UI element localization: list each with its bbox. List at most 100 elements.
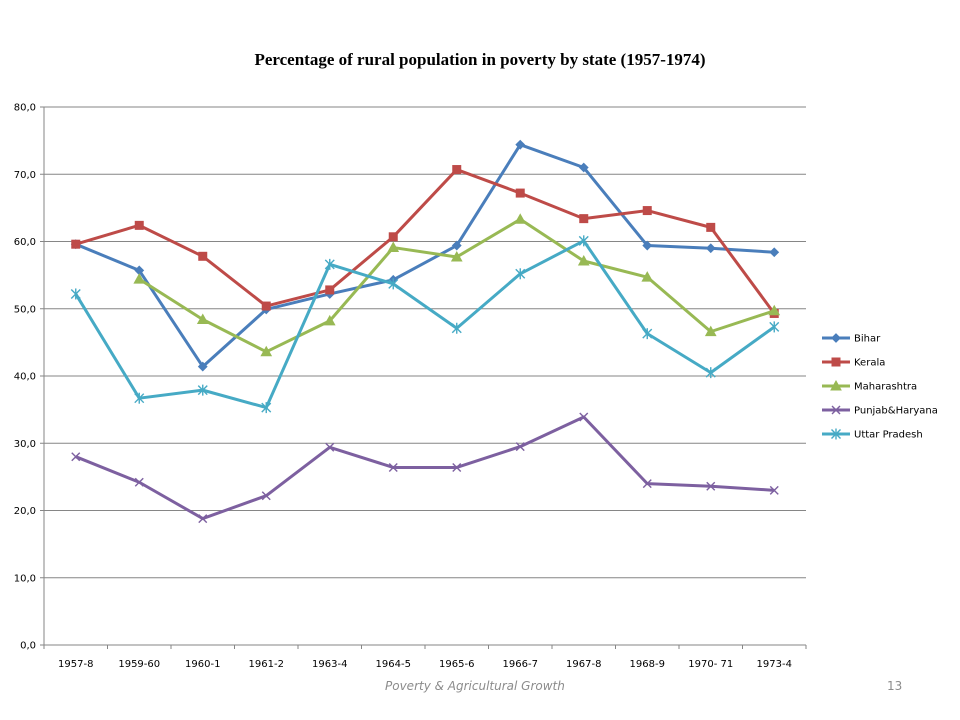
data-point-punjab-haryana <box>515 442 525 452</box>
x-tick-label: 1965-6 <box>439 659 474 670</box>
x-tick-label: 1966-7 <box>503 659 538 670</box>
series-bihar <box>70 139 780 372</box>
data-point-uttar-pradesh <box>642 328 653 340</box>
y-tick-label: 40,0 <box>14 372 36 383</box>
legend-item-uttar-pradesh: Uttar Pradesh <box>822 428 923 441</box>
x-tick-label: 1970- 71 <box>688 659 733 670</box>
data-point-uttar-pradesh <box>70 288 81 300</box>
data-point-maharashtra <box>196 313 209 325</box>
data-point-uttar-pradesh <box>388 278 399 290</box>
data-point-maharashtra <box>577 254 590 266</box>
legend-item-maharashtra: Maharashtra <box>822 379 917 393</box>
y-tick-label: 80,0 <box>14 103 36 114</box>
data-point-uttar-pradesh <box>197 384 208 396</box>
data-point-kerala <box>325 285 335 295</box>
data-point-bihar <box>769 247 780 258</box>
legend-label: Uttar Pradesh <box>854 430 923 441</box>
data-point-bihar <box>705 243 716 254</box>
data-point-maharashtra <box>450 250 463 262</box>
data-point-punjab-haryana <box>388 462 398 472</box>
data-point-punjab-haryana <box>134 477 144 487</box>
axis-layer: 0,0 10,0 20,0 30,0 40,0 50,0 60,0 70,0 80,0 1957-… <box>14 103 807 670</box>
data-point-maharashtra <box>387 241 400 253</box>
data-point-kerala <box>388 232 398 242</box>
data-point-uttar-pradesh <box>134 392 145 404</box>
series-line-uttar-pradesh <box>74 239 776 410</box>
y-tick-label: 10,0 <box>14 573 36 584</box>
data-point-uttar-pradesh <box>515 268 526 280</box>
data-point-punjab-haryana <box>71 452 81 462</box>
data-point-kerala <box>261 301 271 311</box>
legend-item-bihar: Bihar <box>822 333 881 345</box>
data-point-kerala <box>579 214 589 224</box>
data-point-uttar-pradesh <box>769 321 780 333</box>
chart-title: Percentage of rural population in povert… <box>254 50 706 69</box>
grid-layer <box>44 106 806 646</box>
series-layer <box>70 139 781 524</box>
legend-marker <box>831 357 841 367</box>
legend-marker <box>830 379 842 391</box>
x-tick-label: 1960-1 <box>185 659 220 670</box>
y-tick-label: 50,0 <box>14 304 36 315</box>
data-point-kerala <box>134 220 144 230</box>
x-tick-label: 1967-8 <box>566 659 601 670</box>
series-maharashtra <box>133 213 781 357</box>
y-tick-label: 60,0 <box>14 237 36 248</box>
data-point-punjab-haryana <box>706 481 716 491</box>
legend-label: Bihar <box>854 334 881 345</box>
page-number: 13 <box>887 679 903 693</box>
data-point-uttar-pradesh <box>705 367 716 379</box>
x-tick-label: 1964-5 <box>376 659 411 670</box>
legend-item-kerala: Kerala <box>822 357 885 369</box>
data-point-uttar-pradesh <box>451 322 462 334</box>
x-tick-label: 1961-2 <box>249 659 284 670</box>
legend: Bihar Kerala Maharashtra Punjab&Haryana Utta… <box>822 333 938 441</box>
data-point-kerala <box>71 239 81 249</box>
series-line-punjab-haryana <box>75 415 775 521</box>
data-point-bihar <box>515 139 526 150</box>
data-point-maharashtra <box>768 304 781 316</box>
y-tick-label: 0,0 <box>20 641 36 652</box>
series-line-kerala <box>75 168 776 315</box>
data-point-maharashtra <box>641 271 654 282</box>
data-point-maharashtra <box>514 213 527 224</box>
data-point-maharashtra <box>704 325 717 337</box>
data-point-maharashtra <box>323 314 336 326</box>
x-tick-label: 1957-8 <box>58 659 93 670</box>
legend-item-punjab-haryana: Punjab&Haryana <box>822 406 938 417</box>
x-tick-label: 1963-4 <box>312 659 347 670</box>
series-line-bihar <box>75 143 775 369</box>
data-point-punjab-haryana <box>579 412 589 422</box>
data-point-uttar-pradesh <box>324 258 335 270</box>
footer-text: Poverty & Agricultural Growth <box>385 679 565 693</box>
x-tick-label: 1959-60 <box>118 659 160 670</box>
data-point-kerala <box>452 165 462 175</box>
data-point-punjab-haryana <box>198 514 208 524</box>
data-point-punjab-haryana <box>769 485 779 495</box>
legend-marker <box>831 428 841 440</box>
legend-label: Kerala <box>854 358 885 369</box>
y-tick-label: 20,0 <box>14 506 36 517</box>
data-point-bihar <box>578 162 589 173</box>
data-point-punjab-haryana <box>642 479 652 489</box>
x-tick-label: 1973-4 <box>757 659 792 670</box>
data-point-kerala <box>515 188 525 198</box>
x-tick-label: 1968-9 <box>630 659 665 670</box>
legend-label: Punjab&Haryana <box>854 406 938 417</box>
y-tick-label: 30,0 <box>14 439 36 450</box>
series-uttar-pradesh <box>70 235 780 414</box>
data-point-bihar <box>197 361 208 372</box>
data-point-bihar <box>642 240 653 251</box>
legend-marker <box>831 333 841 343</box>
data-point-uttar-pradesh <box>578 235 589 247</box>
data-point-maharashtra <box>260 345 273 357</box>
legend-label: Maharashtra <box>854 382 917 393</box>
data-point-kerala <box>706 222 716 232</box>
data-point-uttar-pradesh <box>261 402 272 414</box>
data-point-punjab-haryana <box>452 462 462 472</box>
y-tick-label: 70,0 <box>14 170 36 181</box>
series-punjab-haryana <box>71 412 779 524</box>
data-point-maharashtra <box>133 273 146 284</box>
